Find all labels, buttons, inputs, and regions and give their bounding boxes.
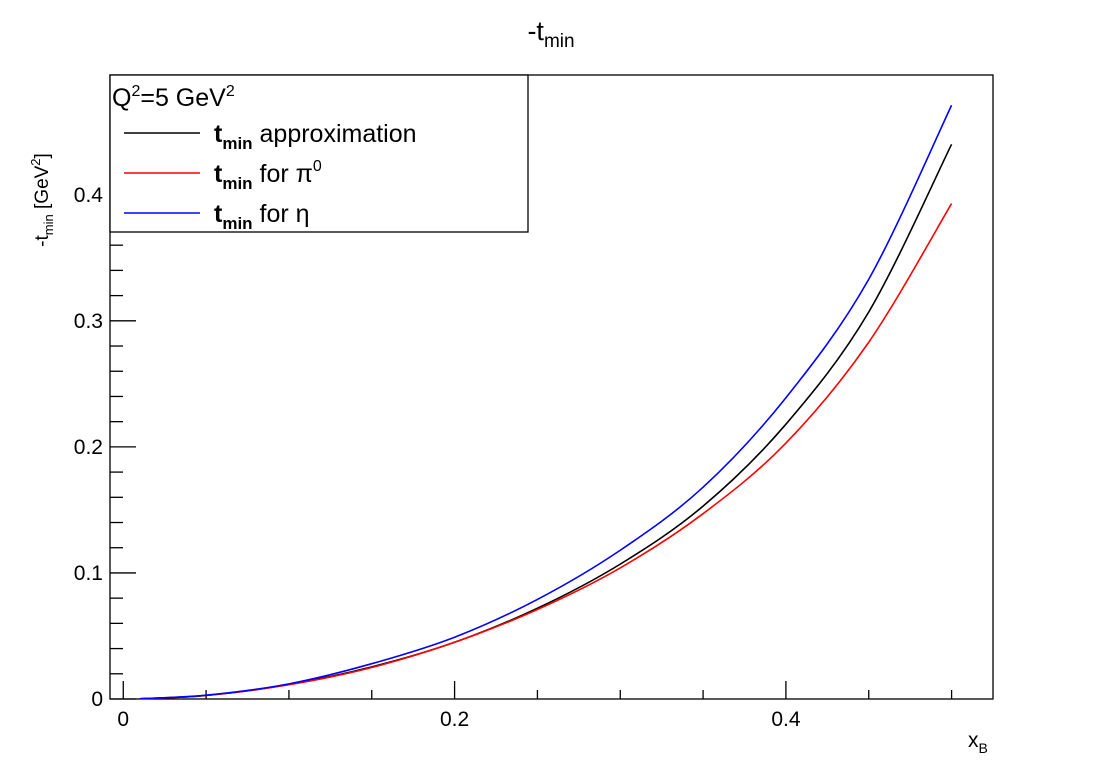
chart-title: -tmin: [527, 16, 574, 52]
y-tick-label: 0.3: [74, 310, 103, 333]
legend-box: [109, 74, 529, 233]
x-tick-label: 0.2: [440, 708, 469, 731]
legend-label-pi0: tmin for π0: [214, 158, 322, 193]
y-axis-label: -tmin [GeV2]: [28, 153, 56, 247]
legend-label-eta: tmin for η: [214, 200, 310, 233]
x-axis-label: xB: [968, 729, 988, 756]
legend-label-approximation: tmin approximation: [214, 120, 417, 153]
x-tick-label: 0.4: [771, 708, 801, 731]
y-tick-label: 0.2: [74, 436, 103, 459]
legend: Q2=5 GeV2 tmin approximation tmin for π0…: [109, 74, 529, 233]
y-tick-label: 0: [91, 688, 103, 711]
y-tick-label: 0.1: [74, 562, 103, 585]
plot-frame: [109, 74, 994, 700]
y-tick-label: 0.4: [74, 184, 104, 207]
curve-eta: [139, 104, 953, 700]
curve-pi0: [139, 203, 953, 700]
x-tick-label: 0: [117, 708, 129, 731]
legend-header: Q2=5 GeV2: [112, 83, 235, 112]
